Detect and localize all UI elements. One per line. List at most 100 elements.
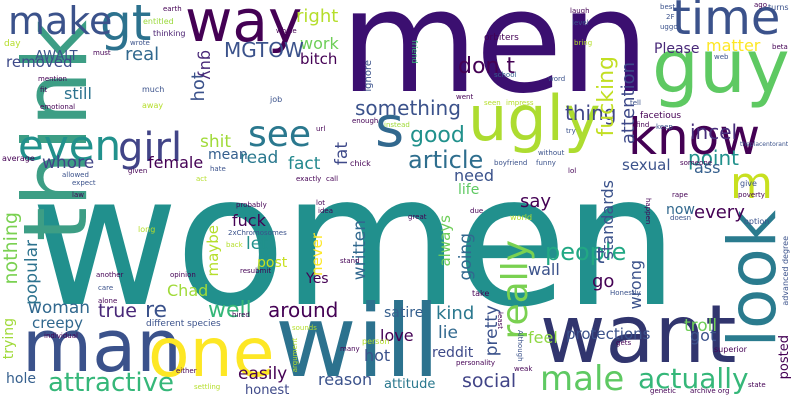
word-don-t: don t [458, 54, 515, 79]
word-ignore: ignore [363, 60, 374, 92]
word-never: never [308, 233, 326, 277]
word-will: will [275, 283, 441, 400]
word-good: good [410, 123, 465, 148]
word-fact: fact [288, 154, 321, 174]
word-life: life [458, 182, 480, 198]
word-2xChromosomes: 2xChromosomes [228, 229, 287, 237]
word-take: take [472, 289, 490, 298]
word-ugly: ugly [468, 82, 601, 155]
word-always: always [436, 215, 454, 267]
word-now: now [666, 202, 695, 218]
word-earth: earth [163, 5, 182, 13]
word-average: average [2, 154, 35, 163]
word-trying: trying [1, 318, 17, 360]
word-try: try [566, 127, 576, 135]
word-alone: alone [98, 297, 118, 305]
word-written: written [350, 220, 370, 281]
word-probably: probably [236, 201, 267, 209]
word-article: article [408, 146, 484, 174]
word-love: love [380, 326, 414, 345]
word-AWALT: AWALT [35, 49, 78, 64]
word-every: every [694, 202, 745, 223]
word-hole: hole [6, 371, 36, 387]
word-Honestly: Honestly [610, 289, 641, 297]
word-least: least [496, 312, 504, 329]
word-find: find [636, 121, 650, 129]
word-man: man [22, 304, 182, 388]
word-chick: chick [350, 159, 371, 168]
word-let: let [246, 234, 268, 254]
word-personality: personality [456, 359, 496, 367]
word-state: state [748, 381, 766, 389]
word-seen: seen [484, 99, 501, 107]
word-much: much [142, 85, 165, 94]
word-troll: troll [684, 316, 718, 336]
word-whore: whore [42, 153, 95, 173]
word-sounds: sounds [292, 324, 317, 332]
word-weak: weak [514, 365, 533, 373]
word-got: got [690, 326, 717, 345]
word-another: another [96, 271, 124, 279]
word-rape: rape [672, 191, 688, 199]
word-t: t [596, 244, 605, 269]
word-social: social [462, 370, 517, 392]
word-uggo: uggo [660, 23, 678, 31]
word-call: call [326, 175, 339, 183]
word-keep: keep [656, 123, 673, 131]
word-thinking: thinking [153, 29, 186, 38]
word-boyfriend: boyfriend [494, 159, 528, 167]
word-nothing: nothing [0, 212, 22, 285]
word-word: word [548, 75, 566, 83]
word-want: want [540, 288, 737, 381]
word-level: level [572, 19, 589, 27]
word-easily: easily [238, 364, 288, 384]
word-enough: enough [352, 117, 379, 125]
word-mention: mention [38, 75, 67, 83]
word-funny: funny [536, 159, 556, 167]
word-settling: settling [194, 383, 221, 391]
word-archive-org: archive org [690, 387, 730, 395]
word-emotional: emotional [40, 103, 76, 111]
word-way: way [185, 0, 303, 55]
word-school: school [494, 71, 517, 79]
word-resubmit: resubmit [240, 267, 272, 275]
word-orbiters: orbiters [484, 33, 519, 43]
word-woman: woman [28, 298, 91, 318]
word-theplacentorant: theplacentorant [740, 141, 789, 148]
word-ass: ass [694, 158, 721, 177]
word-fuck: fuck [232, 211, 266, 230]
word-happen: happen [644, 198, 652, 225]
word-wrote: wrote [130, 39, 150, 47]
word-MGTOW: MGTOW [224, 38, 304, 62]
word-genetic: genetic [650, 387, 677, 395]
word-option: option [744, 217, 770, 226]
word-male: male [540, 359, 625, 399]
word-url: url [316, 125, 326, 133]
word-actually: actually [638, 362, 749, 395]
word-individual: individual [44, 332, 78, 340]
word-wrong: wrong [626, 260, 645, 310]
word-away: away [142, 101, 164, 110]
word-Yes: Yes [306, 271, 329, 287]
word-feel: feel [528, 328, 558, 347]
word-mean: mean [208, 147, 248, 163]
word-without: without [538, 149, 565, 157]
word-attitude: attitude [384, 377, 436, 392]
word-maybe: maybe [204, 225, 222, 277]
word-opinion: opinion [170, 271, 196, 279]
word-laugh: laugh [570, 7, 590, 15]
word-best: best [660, 3, 676, 11]
word-see: see [248, 114, 312, 155]
word-attractive: attractive [48, 368, 175, 398]
word-s: s [375, 95, 405, 160]
word-sexual: sexual [622, 156, 671, 174]
word-beta: beta [772, 43, 788, 51]
word-bring: bring [574, 39, 593, 47]
word-care: care [98, 284, 114, 292]
word-go: go [592, 271, 615, 292]
word-lot: lot [316, 199, 325, 207]
word-2F: 2F [666, 13, 675, 21]
word-guy: guy [652, 24, 790, 110]
word-protections: protections [566, 325, 651, 343]
